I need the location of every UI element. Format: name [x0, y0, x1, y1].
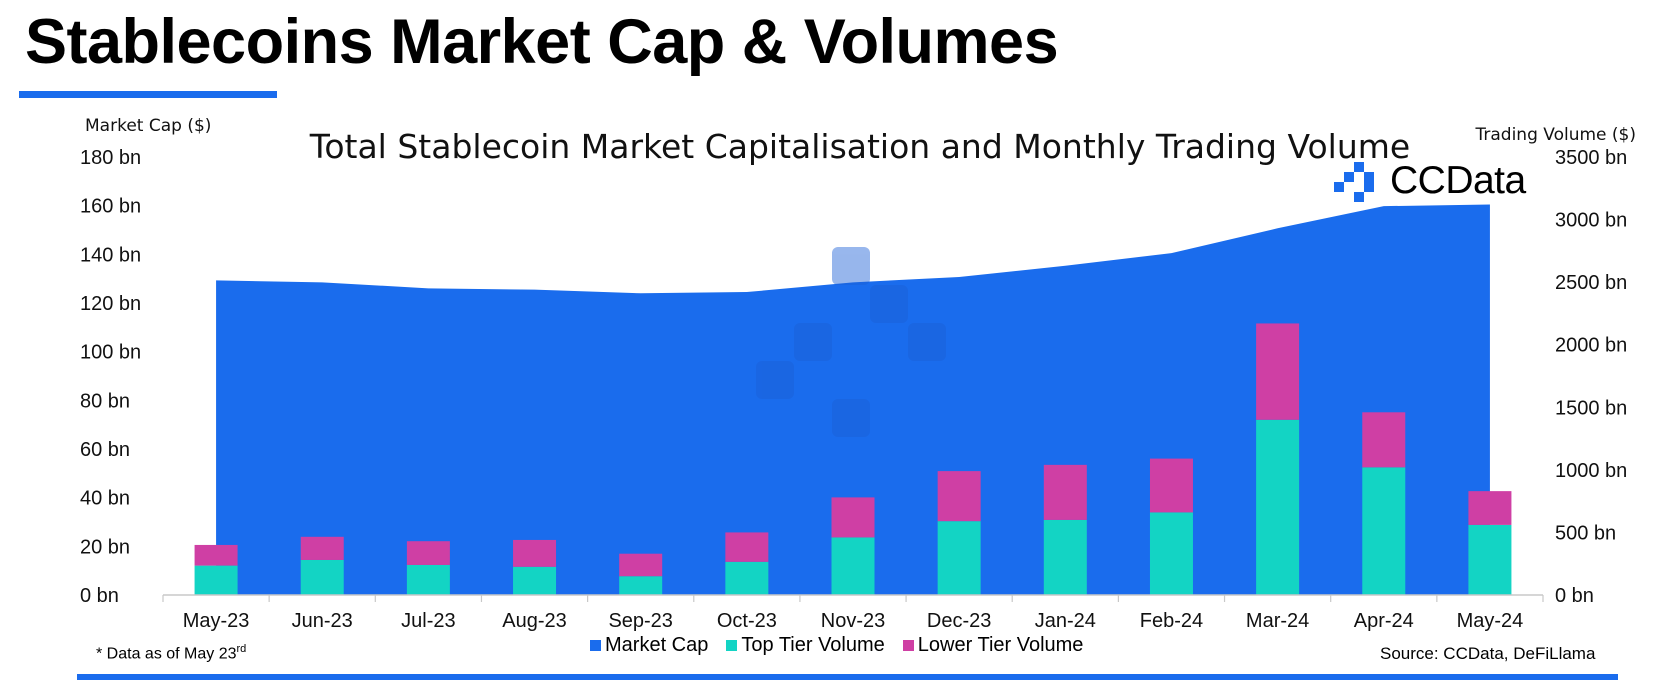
bar-top-tier-feb-24: [1149, 512, 1193, 595]
x-tick-label: Dec-23: [927, 610, 991, 632]
x-tick-label: Aug-23: [502, 610, 567, 632]
chart-legend: Market Cap Top Tier Volume Lower Tier Vo…: [590, 634, 1101, 657]
legend-item-lower-tier: Lower Tier Volume: [902, 634, 1084, 657]
bar-top-tier-jun-23: [300, 559, 344, 595]
bar-top-tier-mar-24: [1256, 419, 1300, 595]
y-left-tick-label: 40 bn: [80, 488, 130, 510]
bar-lower-tier-aug-23: [513, 539, 557, 567]
y-left-tick-label: 180 bn: [80, 147, 141, 169]
y-left-tick-label: 100 bn: [80, 342, 141, 364]
y-right-tick-label: 3000 bn: [1555, 210, 1627, 232]
bar-lower-tier-nov-23: [831, 497, 875, 538]
bar-lower-tier-mar-24: [1256, 323, 1300, 420]
y-right-tick-label: 2500 bn: [1555, 272, 1627, 294]
brand-logo: CCData: [1332, 159, 1526, 202]
y-left-tick-label: 160 bn: [80, 196, 141, 218]
y-left-tick-label: 0 bn: [80, 585, 119, 607]
y-left-tick-label: 140 bn: [80, 244, 141, 266]
y-right-tick-label: 1000 bn: [1555, 460, 1627, 482]
ccdata-logo-icon: [1334, 162, 1374, 202]
y-right-tick-label: 1500 bn: [1555, 397, 1627, 419]
bar-lower-tier-jul-23: [406, 541, 450, 565]
bar-lower-tier-apr-24: [1362, 412, 1406, 468]
legend-label-market-cap: Market Cap: [605, 634, 709, 656]
footnote-text: * Data as of May 23: [96, 645, 237, 663]
page-title: Stablecoins Market Cap & Volumes: [25, 7, 1059, 77]
x-tick-label: Sep-23: [608, 610, 673, 632]
bar-top-tier-jan-24: [1043, 519, 1087, 595]
ccdata-watermark-icon: [756, 247, 946, 437]
footnote-superscript: rd: [236, 643, 247, 655]
y-left-tick-label: 80 bn: [80, 390, 130, 412]
y-right-tick-label: 0 bn: [1555, 585, 1594, 607]
y-left-tick-label: 20 bn: [80, 536, 130, 558]
x-tick-label: Feb-24: [1140, 610, 1203, 632]
bar-top-tier-jul-23: [406, 564, 450, 595]
legend-swatch-market-cap: [590, 640, 601, 651]
x-tick-label: May-24: [1457, 610, 1524, 632]
legend-swatch-top-tier: [726, 640, 738, 651]
bar-lower-tier-feb-24: [1149, 458, 1193, 513]
x-tick-label: May-23: [183, 610, 250, 632]
y-axis-right-label: Trading Volume ($): [1475, 125, 1637, 145]
x-tick-label: Oct-23: [717, 610, 777, 632]
y-axis-left-label: Market Cap ($): [85, 116, 211, 136]
legend-label-top-tier: Top Tier Volume: [741, 634, 885, 656]
bar-lower-tier-may-23: [194, 544, 238, 566]
bar-top-tier-may-24: [1468, 524, 1512, 595]
x-tick-label: Jan-24: [1035, 610, 1096, 632]
x-tick-label: Nov-23: [821, 610, 885, 632]
y-right-tick-label: 500 bn: [1555, 522, 1616, 544]
y-left-tick-label: 60 bn: [80, 439, 130, 461]
bar-lower-tier-dec-23: [937, 471, 981, 522]
bar-lower-tier-jun-23: [300, 536, 344, 560]
legend-item-top-tier: Top Tier Volume: [726, 634, 885, 657]
bottom-rule: [77, 674, 1618, 680]
y-left-tick-label: 120 bn: [80, 293, 141, 315]
x-tick-label: Jun-23: [292, 610, 353, 632]
bar-top-tier-apr-24: [1362, 467, 1406, 595]
bar-top-tier-sep-23: [619, 576, 663, 595]
bar-top-tier-aug-23: [513, 566, 557, 595]
brand-name: CCData: [1390, 159, 1526, 202]
legend-label-lower-tier: Lower Tier Volume: [917, 634, 1084, 656]
bar-top-tier-may-23: [194, 565, 238, 595]
y-right-tick-label: 3500 bn: [1555, 147, 1627, 169]
source-note: Source: CCData, DeFiLlama: [1380, 644, 1596, 663]
legend-swatch-lower-tier: [902, 640, 914, 651]
bar-lower-tier-may-24: [1468, 491, 1512, 525]
x-tick-label: Apr-24: [1354, 610, 1414, 632]
footnote: * Data as of May 23rd: [96, 643, 246, 663]
bar-lower-tier-oct-23: [725, 532, 769, 562]
chart-title: Total Stablecoin Market Capitalisation a…: [309, 127, 1410, 166]
title-underline: [19, 91, 277, 98]
legend-item-market-cap: Market Cap: [590, 634, 708, 657]
x-tick-label: Jul-23: [401, 610, 455, 632]
y-right-tick-label: 2000 bn: [1555, 335, 1627, 357]
bar-lower-tier-jan-24: [1043, 464, 1087, 520]
bar-top-tier-oct-23: [725, 561, 769, 595]
x-tick-label: Mar-24: [1246, 610, 1309, 632]
bar-top-tier-dec-23: [937, 521, 981, 595]
bar-top-tier-nov-23: [831, 537, 875, 595]
bar-lower-tier-sep-23: [619, 553, 663, 577]
